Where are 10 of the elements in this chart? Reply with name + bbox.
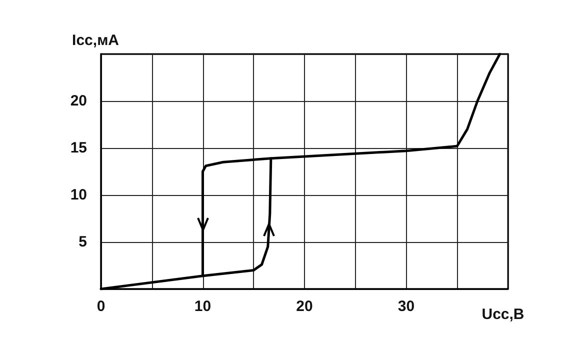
y-tick-label: 10 xyxy=(70,186,87,204)
x-axis-title: Ucc,В xyxy=(482,306,524,323)
x-tick-label: 30 xyxy=(398,298,415,315)
x-tick-label: 20 xyxy=(296,298,313,315)
y-tick-label: 15 xyxy=(70,140,87,156)
x-tick-label: 0 xyxy=(96,298,106,315)
x-tick-label: 10 xyxy=(194,298,212,315)
y-axis-title: Icc,мА xyxy=(72,32,120,49)
y-tick-label: 20 xyxy=(70,92,87,110)
y-tick-label: 5 xyxy=(78,234,87,250)
